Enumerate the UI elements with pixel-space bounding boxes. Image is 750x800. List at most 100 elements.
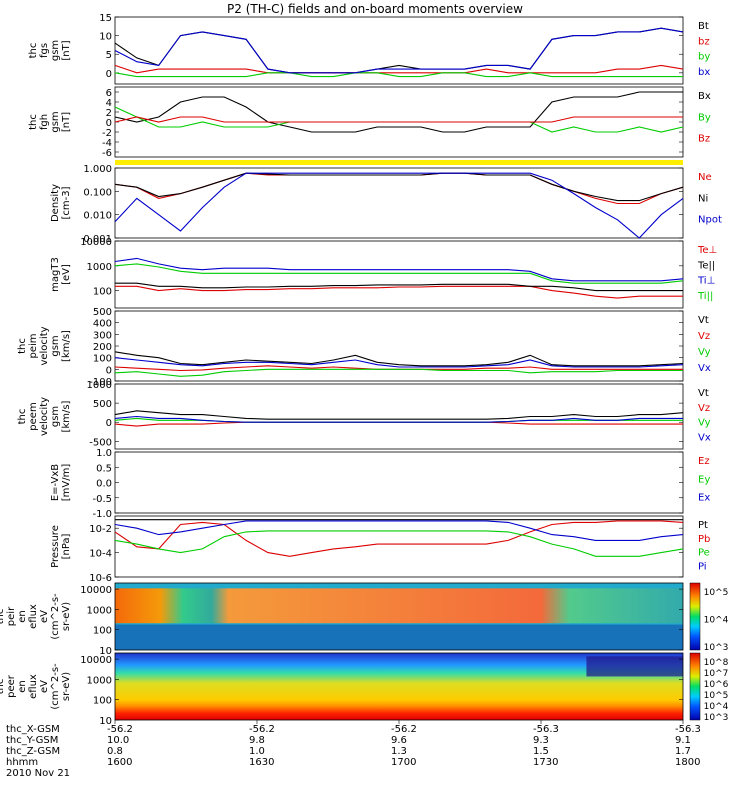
ytick-label: 10 [99,716,112,727]
legend-peem: Vt Vz Vy Vx [698,388,711,443]
panel-frame [114,582,684,651]
y-axis-label: thcpeimvelocitygsm[km/s] [17,326,72,365]
series-line-Vt [114,351,684,367]
x-tick-label: 1.7 [675,746,691,757]
legend-entry: Vy [698,347,711,358]
ytick-label: -4 [102,138,112,149]
ytick-label: 300 [93,330,112,341]
series-line-Npot [114,172,684,239]
x-row-label: thc_Y-GSM [6,735,58,746]
y-axis-label: Pressure[nPa] [50,525,72,568]
panel-peim: 5004003002001000-100thcpeimvelocitygsm[k… [17,307,711,388]
panel-frame [114,16,684,85]
legend-fgh: Bx By Bz [698,91,711,145]
legend-entry: bx [698,67,710,78]
legend-efield: Ez Ey Ex [698,456,710,504]
series-line-Vy [114,368,683,377]
y-axis-label: thcpeerenefluxeV(cm^2-s-sr-eV) [0,663,72,710]
ytick-label: 2 [106,108,112,119]
legend-pressure: Pt Pb Pe Pi [698,520,710,572]
x-tick-label: 1630 [249,757,274,768]
ytick-label: 100 [93,696,112,707]
x-tick-label: 1.0 [249,746,265,757]
ytick-label: -100 [89,377,112,388]
figure-title: P2 (TH-C) fields and on-board moments ov… [227,2,523,16]
legend-entry: Vx [698,432,711,443]
colorbar-tick-label: 10^4 [704,616,729,626]
legend-entry: Ti|| [697,291,713,302]
colorbar-tick-label: 10^3 [704,643,729,653]
series-line-Ni [114,172,684,202]
y-axis-label: Density[cm-3] [50,184,72,222]
legend-entry: Te⊥ [697,245,717,256]
series-line-Ti [114,257,684,282]
y-axis-label: thcpeemvelocitygsm[km/s] [17,397,72,436]
y-axis-label: thcfgsgsm[nT] [28,40,72,61]
ytick-label: 1.000 [83,164,112,175]
x-tick-label: 1.5 [533,746,549,757]
legend-entry: Vz [698,331,710,342]
x-tick-label: 9.3 [533,735,549,746]
series-line-Vz [114,421,683,427]
ytick-label: 0 [106,69,112,80]
series-line-bz [114,64,684,74]
colorbar-tick-label: 10^5 [704,691,729,701]
colorbar-tick-label: 10^6 [704,680,729,690]
legend-peim: Vt Vz Vy Vx [698,315,711,374]
ytick-label: 15 [99,13,112,24]
legend-entry: Ex [698,493,710,504]
panel-fgs: 15 10 5 0 thcfgsgsm[nT] Bt bz by bx [28,13,710,85]
series-line-by [114,72,683,78]
colorbar-peir: 10^5 10^4 10^3 [689,582,729,653]
ytick-label: 0.5 [96,463,112,474]
legend-entry: Vt [698,315,709,326]
legend-entry: Vy [698,418,711,429]
colorbar-tick-label: 10^5 [704,588,729,598]
ytick-label: 0.100 [83,187,112,198]
ytick-label: 10-4 [89,549,112,560]
series-line-Pi [114,520,684,541]
x-tick-label: 1730 [533,757,558,768]
ytick-label: 10 [99,32,112,43]
panel-peir: 10^5 10^4 10^3 10000 1000 100 10 thcpeireneflux… [0,582,729,657]
legend-entry: Ti⊥ [697,276,715,287]
x-row-label: 2010 Nov 21 [6,768,70,779]
x-tick-label: 0.8 [107,746,123,757]
ytick-label: 10-2 [89,524,112,535]
panel-frame [114,515,684,578]
legend-entry: bz [698,36,710,47]
series-line-Bz [114,116,683,123]
series-line-Pb [114,520,684,557]
ytick-label: 1.0 [96,448,112,459]
ytick-label: 0.0 [96,479,112,490]
ytick-label: 1000 [87,262,112,273]
ytick-label: -0.5 [92,494,112,505]
legend-entry: Npot [698,215,722,226]
ytick-label: 100 [93,354,112,365]
ytick-label: 1000 [87,380,112,391]
ytick-label: 10 [99,646,112,657]
series-line-bx [114,27,684,74]
legend-entry: by [698,52,710,63]
legend-entry: Ez [698,456,710,467]
ytick-label: 200 [93,342,112,353]
series-line-Bx [114,91,683,133]
x-tick-label: 1.3 [391,746,407,757]
legend-entry: Ne [698,172,712,183]
legend-entry: Vt [698,388,709,399]
ytick-label: 500 [93,307,112,318]
ytick-label: 4 [106,98,112,109]
legend-entry: Pe [698,548,710,559]
series-line-Te [115,285,683,299]
ytick-label: -1.0 [92,509,112,520]
panel-frame [114,167,684,239]
series-line-Te [115,282,683,292]
ytick-label: 1000 [87,675,112,686]
legend-entry: Pi [698,561,707,572]
series-line-Vx [114,357,684,368]
legend-entry: Bz [698,134,710,145]
y-axis-label: thcfghgsm[nT] [28,111,72,132]
ytick-label: -2 [102,128,112,139]
